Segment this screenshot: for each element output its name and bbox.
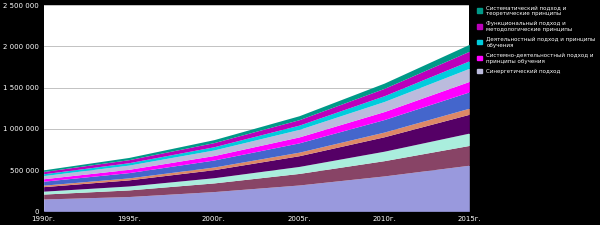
Legend: Систематический подход и
теоретические принципы, Функциональный подход и
методол: Систематический подход и теоретические п…: [476, 4, 597, 75]
